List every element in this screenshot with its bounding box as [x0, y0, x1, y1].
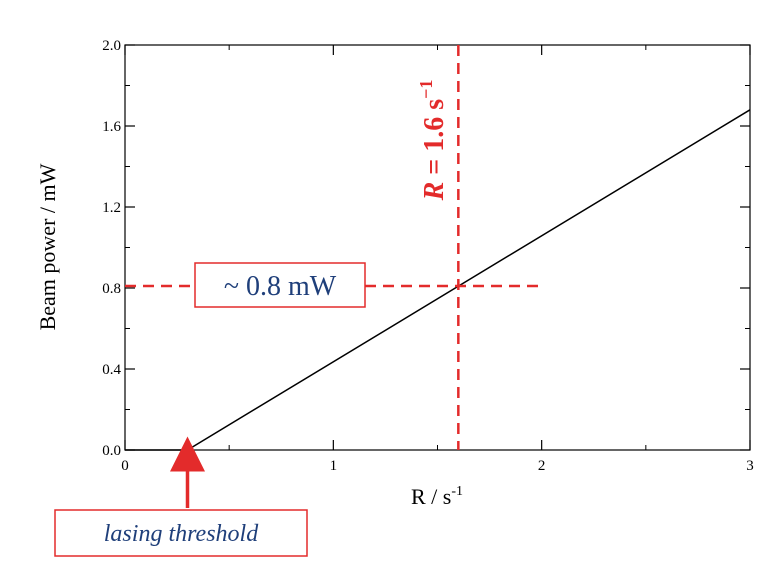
y-tick-label: 0.4 — [102, 362, 121, 378]
threshold-label-box — [54, 509, 308, 557]
axis-tick-labels: 0 1 2 3 0.0 0.4 0.8 1.2 1.6 2.0 — [102, 38, 754, 474]
y-axis-title: Beam power / mW — [35, 163, 60, 330]
power-callout-box — [194, 262, 366, 308]
x-tick-label: 1 — [330, 458, 338, 474]
x-tick-label: 0 — [121, 458, 129, 474]
y-tick-label: 2.0 — [102, 38, 121, 54]
r-label-middle: = 1.6 s — [419, 99, 450, 182]
x-tick-label: 3 — [746, 458, 754, 474]
y-tick-label: 0.0 — [102, 443, 121, 459]
r-label-sup: −1 — [416, 80, 436, 99]
x-axis-title: R / s-1 — [411, 484, 463, 509]
threshold-label: lasing threshold — [104, 521, 259, 547]
y-tick-label: 0.8 — [102, 281, 121, 297]
power-callout-text: ~ 0.8 mW — [224, 271, 337, 302]
r-label-prefix: R — [419, 182, 450, 202]
y-tick-label: 1.2 — [102, 200, 121, 216]
y-tick-label: 1.6 — [102, 119, 121, 135]
axis-ticks — [124, 44, 751, 451]
x-tick-label: 2 — [538, 458, 546, 474]
x-axis-title-sup: -1 — [451, 484, 463, 499]
r-value-label: R = 1.6 s−1 — [416, 80, 450, 202]
x-axis-title-main: R / s — [411, 484, 451, 509]
